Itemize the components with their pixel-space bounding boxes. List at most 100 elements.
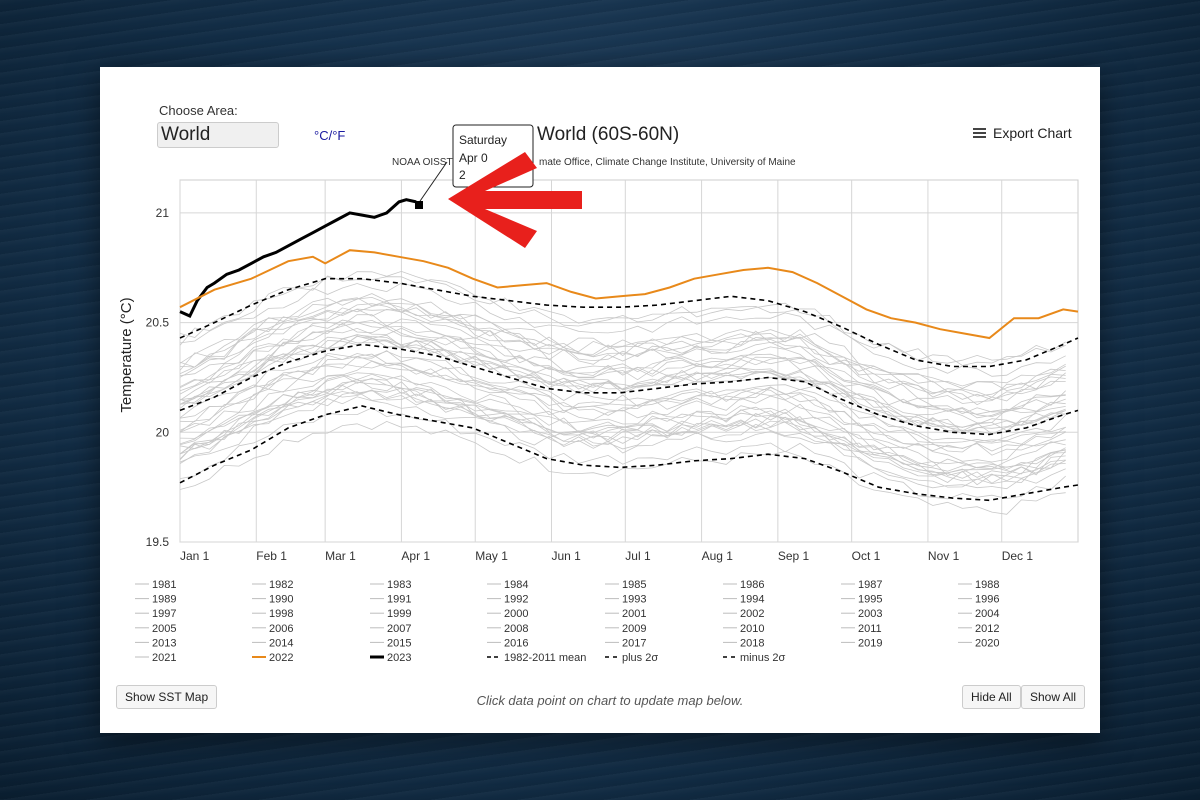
legend-item[interactable]: 1983 [387, 579, 411, 591]
legend-item[interactable]: 2001 [622, 608, 646, 620]
hide-all-button[interactable]: Hide All [962, 685, 1021, 709]
export-chart-label: Export Chart [993, 125, 1072, 141]
x-tick-label: Jun 1 [552, 549, 582, 563]
area-select[interactable]: World [157, 122, 279, 148]
legend-item[interactable]: 1986 [740, 579, 764, 591]
series-line-dashed[interactable] [179, 277, 1079, 368]
export-chart-button[interactable]: Export Chart [973, 125, 1072, 141]
legend-item[interactable]: 1990 [269, 594, 293, 606]
legend-item[interactable]: 2000 [504, 608, 528, 620]
x-tick-label: Dec 1 [1002, 549, 1034, 563]
year-trace-line [179, 372, 1066, 472]
year-trace-line [179, 308, 1066, 406]
legend-item[interactable]: 2020 [975, 637, 999, 649]
legend-item[interactable]: 2008 [504, 623, 528, 635]
area-label: Choose Area: [159, 103, 238, 118]
chart-subtitle-right: mate Office, Climate Change Institute, U… [539, 157, 796, 168]
x-tick-label: Apr 1 [401, 549, 430, 563]
year-trace-line [179, 355, 1066, 452]
year-trace-line [179, 353, 1066, 453]
legend-item[interactable]: 1987 [858, 579, 882, 591]
chart-title: World (60S-60N) [537, 124, 679, 145]
tooltip-value: 2 [459, 168, 466, 182]
year-trace-line [179, 373, 1066, 470]
legend-item[interactable]: 2007 [387, 623, 411, 635]
legend-item[interactable]: 2015 [387, 637, 411, 649]
legend-item[interactable]: 1982 [269, 579, 293, 591]
year-trace-line [179, 297, 1066, 398]
series-line-dashed[interactable] [179, 343, 1079, 436]
series-line-2023[interactable] [179, 198, 417, 318]
legend-item[interactable]: 2013 [152, 637, 176, 649]
legend-item[interactable]: 2019 [858, 637, 882, 649]
legend-item[interactable]: 1996 [975, 594, 999, 606]
year-trace-line [179, 327, 1066, 424]
legend-item[interactable]: 2009 [622, 623, 646, 635]
legend-item[interactable]: 1989 [152, 594, 176, 606]
year-trace-line [179, 293, 1066, 387]
legend-item[interactable]: 2011 [858, 623, 882, 635]
legend-item[interactable]: 1981 [152, 579, 176, 591]
legend-item[interactable]: 2018 [740, 637, 764, 649]
show-sst-map-button[interactable]: Show SST Map [116, 685, 218, 709]
year-trace-line [179, 334, 1066, 428]
tooltip-marker [415, 201, 423, 209]
year-trace-line [179, 319, 1066, 418]
year-trace-line [179, 384, 1066, 484]
legend-item[interactable]: 1999 [387, 608, 411, 620]
legend-item[interactable]: 2005 [152, 623, 176, 635]
year-trace-line [179, 374, 1066, 469]
legend-item[interactable]: minus 2σ [740, 652, 786, 664]
year-trace-line [179, 322, 1066, 415]
year-trace-line [179, 360, 1066, 463]
legend-item[interactable]: 1994 [740, 594, 764, 606]
legend-item[interactable]: 1992 [504, 594, 528, 606]
year-trace-line [179, 314, 1066, 415]
legend-item[interactable]: 2002 [740, 608, 764, 620]
year-trace-line [179, 389, 1066, 486]
legend-item[interactable]: 1997 [152, 608, 176, 620]
year-trace-line [179, 391, 1066, 488]
x-tick-label: Mar 1 [325, 549, 356, 563]
legend-item[interactable]: 2006 [269, 623, 293, 635]
year-trace-line [179, 350, 1066, 444]
legend-item[interactable]: 2014 [269, 637, 293, 649]
x-tick-label: Jul 1 [625, 549, 651, 563]
year-trace-line [179, 378, 1066, 474]
year-trace-line [179, 362, 1066, 456]
legend-item[interactable]: 2010 [740, 623, 764, 635]
legend-item[interactable]: 2004 [975, 608, 999, 620]
year-trace-line [179, 389, 1066, 482]
legend-item[interactable]: 1998 [269, 608, 293, 620]
chart-subtitle-left: NOAA OISST [392, 157, 453, 168]
legend-item[interactable]: 2003 [858, 608, 882, 620]
legend-item[interactable]: plus 2σ [622, 652, 658, 664]
legend-item[interactable]: 1988 [975, 579, 999, 591]
series-line-2022[interactable] [179, 249, 1079, 340]
legend-item[interactable]: 1982-2011 mean [504, 652, 586, 664]
plot-frame [179, 179, 1079, 543]
menu-icon [973, 126, 986, 140]
legend-item[interactable]: 1993 [622, 594, 646, 606]
year-trace-line [179, 303, 1066, 397]
legend-item[interactable]: 1984 [504, 579, 528, 591]
chart-svg[interactable]: World (60S-60N) NOAA OISST mate Office, … [100, 67, 1100, 733]
legend-item[interactable]: 2012 [975, 623, 999, 635]
legend-item[interactable]: 2016 [504, 637, 528, 649]
legend-item[interactable]: 1991 [387, 594, 411, 606]
show-all-button[interactable]: Show All [1021, 685, 1086, 709]
year-trace-line [179, 396, 1066, 490]
chart-panel: Choose Area: World °C/°F Export Chart Wo… [100, 67, 1100, 733]
legend-item[interactable]: 1995 [858, 594, 882, 606]
legend-item[interactable]: 2022 [269, 652, 293, 664]
legend-item[interactable]: 2021 [152, 652, 176, 664]
chart-hint: Click data point on chart to update map … [476, 693, 744, 708]
year-trace-line [179, 420, 1066, 515]
x-tick-label: Feb 1 [256, 549, 287, 563]
legend-item[interactable]: 2023 [387, 652, 411, 664]
year-trace-line [179, 275, 1066, 366]
x-tick-label: Nov 1 [928, 549, 960, 563]
legend-item[interactable]: 1985 [622, 579, 646, 591]
legend-item[interactable]: 2017 [622, 637, 646, 649]
unit-toggle-link[interactable]: °C/°F [314, 128, 346, 143]
